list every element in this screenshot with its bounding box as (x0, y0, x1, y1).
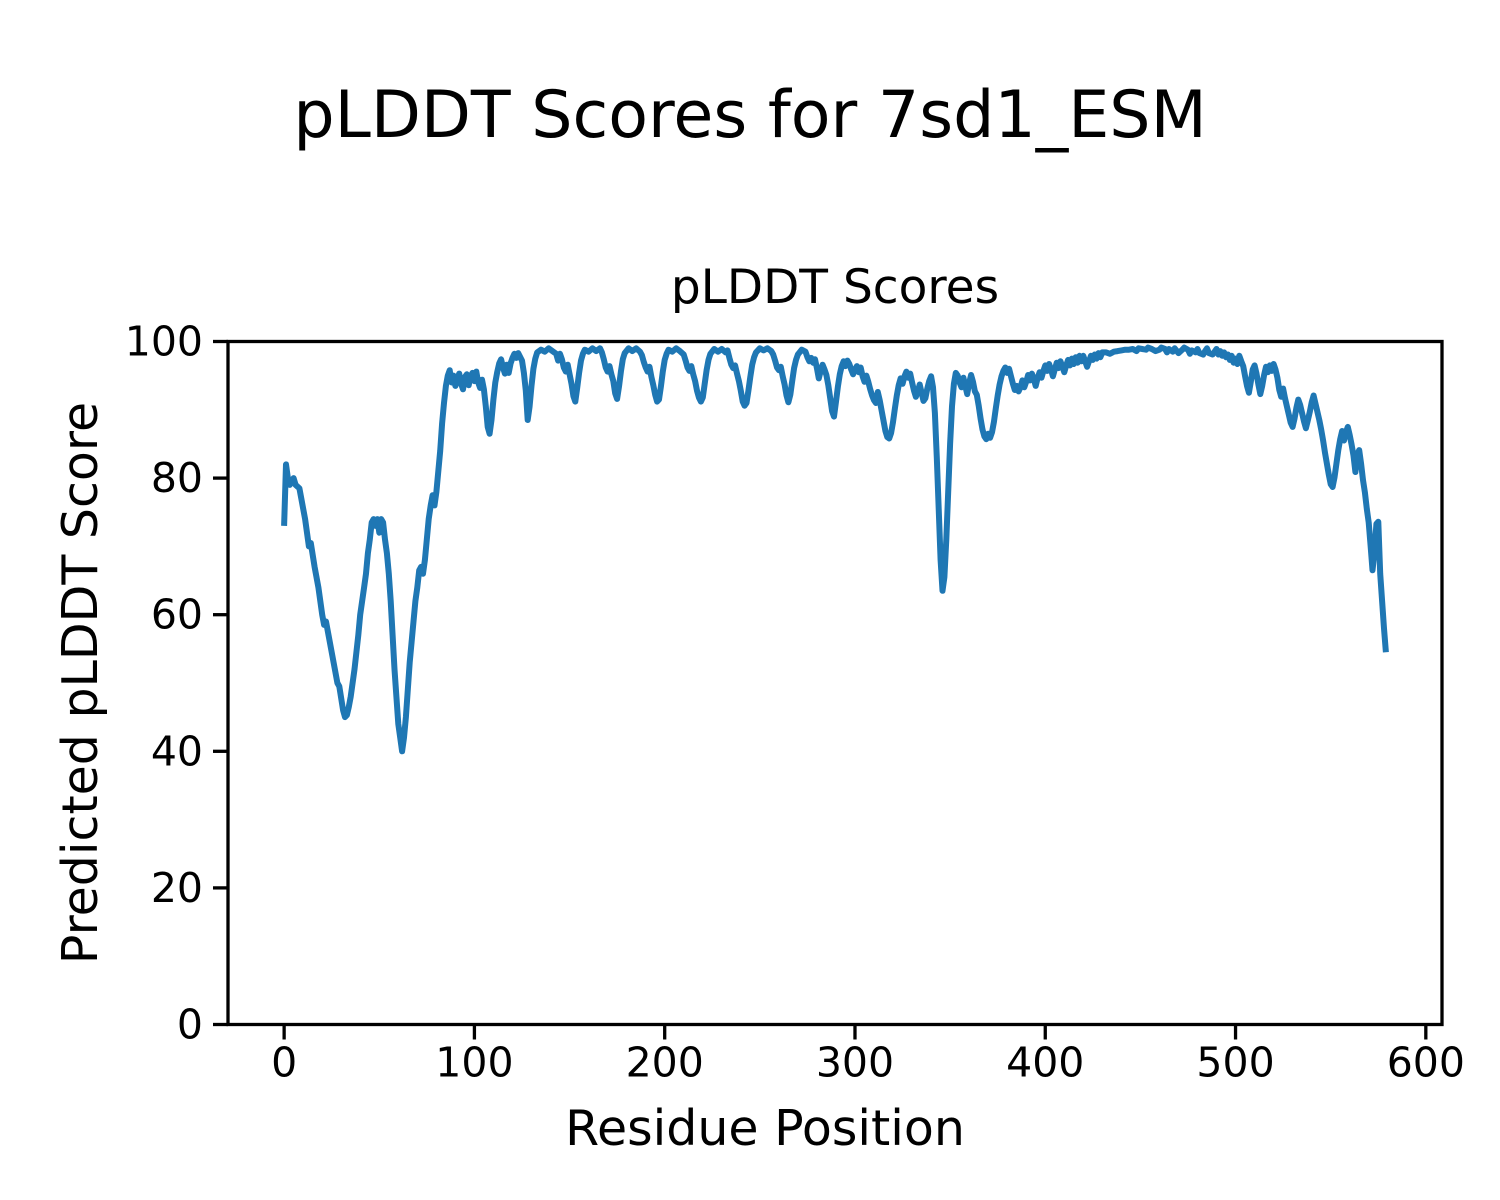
y-axis-label: Predicted pLDDT Score (52, 401, 109, 965)
figure-suptitle: pLDDT Scores for 7sd1_ESM (293, 78, 1207, 153)
x-axis-label: Residue Position (565, 1100, 965, 1157)
x-tick-label: 0 (271, 1039, 297, 1087)
y-tick-label: 100 (125, 318, 203, 366)
y-tick-label: 40 (151, 727, 203, 775)
x-tick-label: 200 (626, 1039, 704, 1087)
axes-spines (226, 339, 1444, 1027)
x-tick-label: 500 (1196, 1039, 1274, 1087)
x-tick-label: 300 (816, 1039, 894, 1087)
x-tick-label: 100 (435, 1039, 513, 1087)
y-tick-label: 60 (151, 591, 203, 639)
plddt-line (281, 344, 1389, 755)
x-tick-label: 600 (1387, 1039, 1465, 1087)
axes-title: pLDDT Scores (670, 260, 1000, 315)
y-tick-label: 0 (177, 1001, 203, 1049)
x-tick-label: 400 (1006, 1039, 1084, 1087)
y-tick-label: 80 (151, 454, 203, 502)
y-tick-label: 20 (151, 864, 203, 912)
